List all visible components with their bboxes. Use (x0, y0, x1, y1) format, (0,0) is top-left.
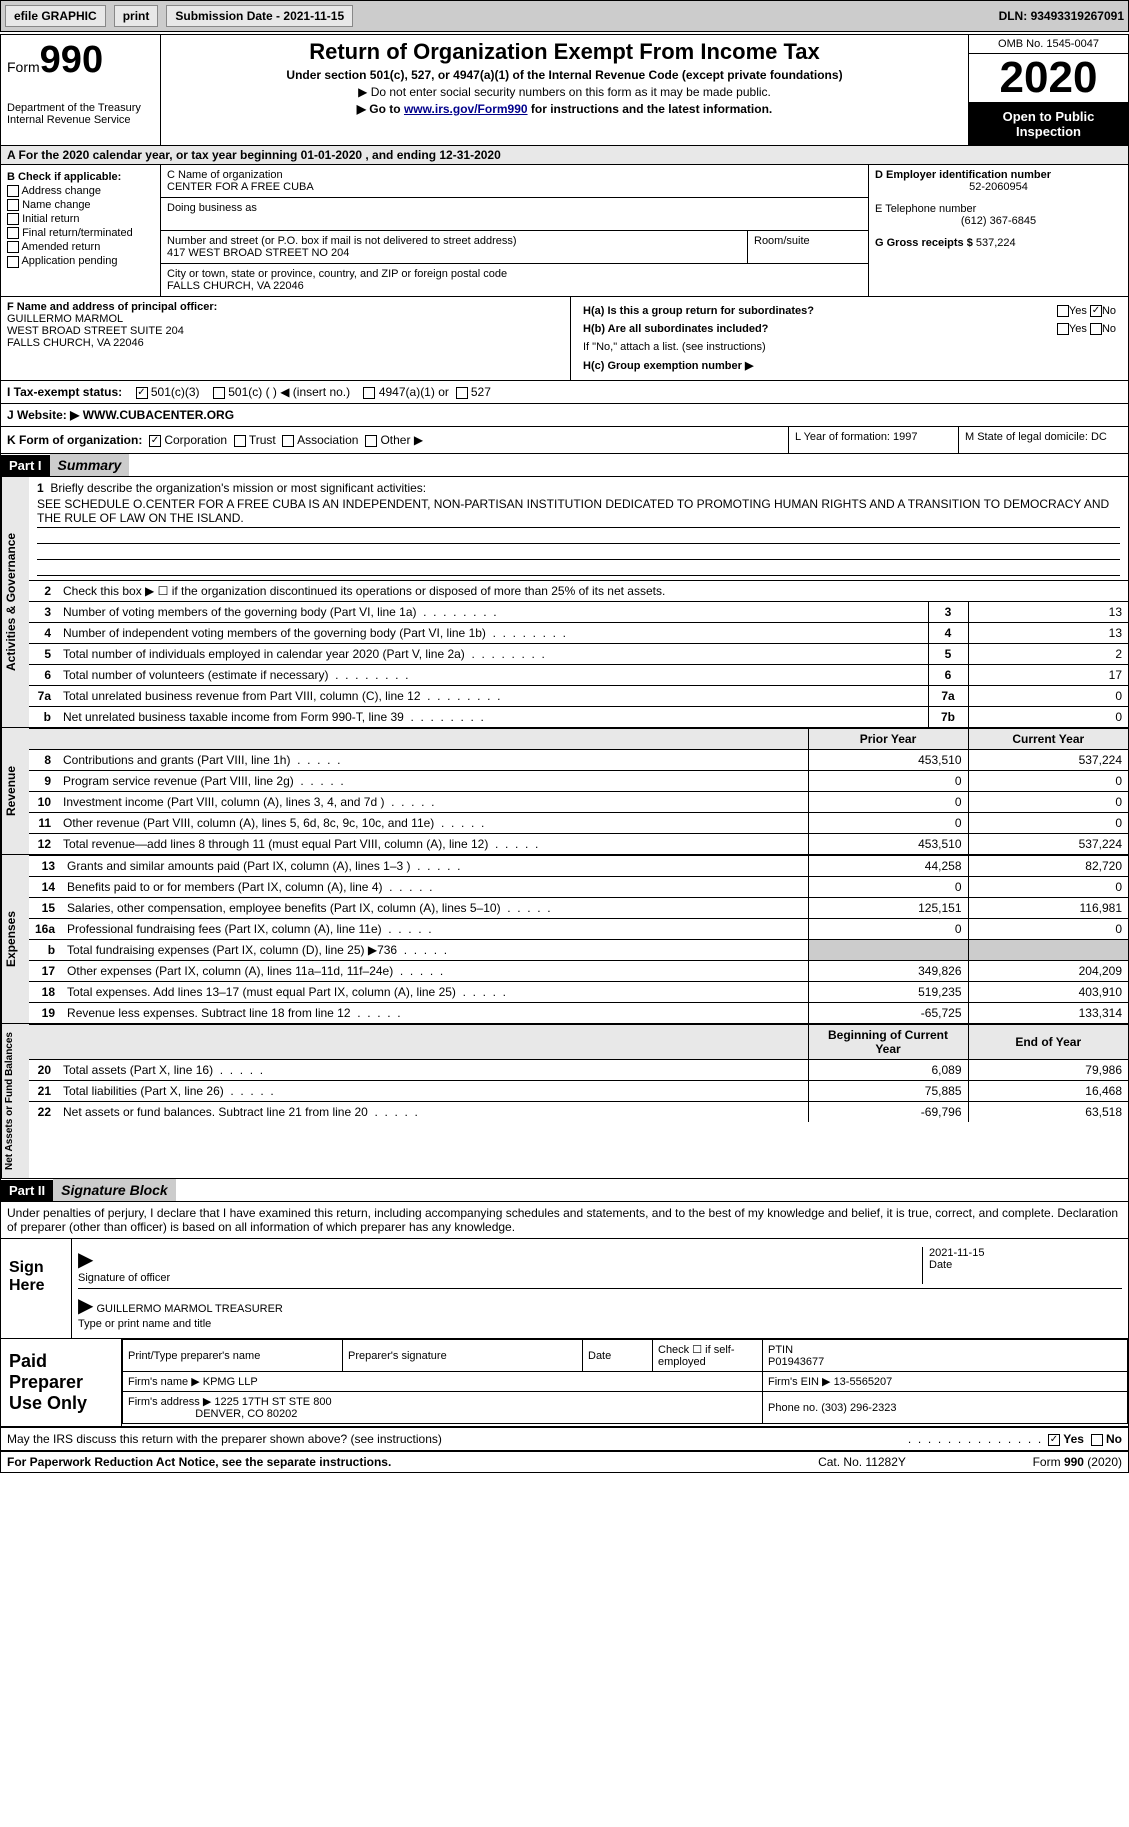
section-bcd: B Check if applicable: Address change Na… (1, 165, 1128, 297)
state-domicile: M State of legal domicile: DC (958, 427, 1128, 453)
name-change-checkbox[interactable] (7, 199, 19, 211)
print-button[interactable]: print (114, 5, 159, 27)
mission-text: SEE SCHEDULE O.CENTER FOR A FREE CUBA IS… (37, 495, 1120, 528)
501c3-checkbox[interactable] (136, 387, 148, 399)
firm-phone: (303) 296-2323 (821, 1402, 896, 1414)
form-of-org-row: K Form of organization: Corporation Trus… (1, 427, 1128, 454)
efile-button[interactable]: efile GRAPHIC (5, 5, 106, 27)
open-inspection: Open to Public Inspection (969, 103, 1128, 145)
ptin: P01943677 (768, 1356, 824, 1368)
org-name: CENTER FOR A FREE CUBA (167, 181, 862, 193)
subtitle-1: Under section 501(c), 527, or 4947(a)(1)… (169, 68, 960, 82)
firm-name: KPMG LLP (203, 1376, 258, 1388)
section-c: C Name of organizationCENTER FOR A FREE … (161, 165, 868, 296)
form-container: Form990 Department of the Treasury Inter… (0, 34, 1129, 1473)
discuss-row: May the IRS discuss this return with the… (1, 1428, 1128, 1452)
governance-section: Activities & Governance 1 Briefly descri… (1, 477, 1128, 728)
part2-header: Part IISignature Block (1, 1179, 1128, 1202)
subtitle-2: ▶ Do not enter social security numbers o… (169, 85, 960, 99)
amended-checkbox[interactable] (7, 241, 19, 253)
officer-name-title: GUILLERMO MARMOL TREASURER (96, 1303, 282, 1315)
section-fh: F Name and address of principal officer:… (1, 297, 1128, 381)
signature-intro: Under penalties of perjury, I declare th… (1, 1202, 1128, 1239)
corporation-checkbox[interactable] (149, 435, 161, 447)
form-footer: Form 990 (2020) (962, 1455, 1122, 1469)
ein: 52-2060954 (875, 181, 1122, 193)
telephone: (612) 367-6845 (875, 215, 1122, 227)
officer-name: GUILLERMO MARMOL (7, 313, 123, 325)
website-row: J Website: ▶ WWW.CUBACENTER.ORG (1, 404, 1128, 427)
paid-preparer-block: Paid Preparer Use Only Print/Type prepar… (1, 1339, 1128, 1428)
discuss-yes-checkbox[interactable] (1048, 1434, 1060, 1446)
topbar: efile GRAPHIC print Submission Date - 20… (0, 0, 1129, 32)
irs-link[interactable]: www.irs.gov/Form990 (404, 102, 528, 116)
sign-here-block: Sign Here ▶Signature of officer 2021-11-… (1, 1239, 1128, 1339)
tax-exempt-status: I Tax-exempt status: 501(c)(3) 501(c) ( … (1, 381, 1128, 404)
gross-receipts: 537,224 (976, 237, 1016, 249)
firm-ein: 13-5565207 (834, 1376, 893, 1388)
app-pending-checkbox[interactable] (7, 256, 19, 268)
year-formation: L Year of formation: 1997 (788, 427, 958, 453)
form-title: Return of Organization Exempt From Incom… (169, 39, 960, 65)
group-return-no-checkbox[interactable] (1090, 305, 1102, 317)
omb-number: OMB No. 1545-0047 (969, 35, 1128, 54)
tax-year: 2020 (969, 54, 1128, 103)
dept-label: Department of the Treasury Internal Reve… (7, 102, 154, 126)
sig-date: 2021-11-15 (929, 1247, 984, 1259)
final-return-checkbox[interactable] (7, 227, 19, 239)
form-number: Form990 (7, 39, 154, 82)
net-assets-section: Net Assets or Fund Balances Beginning of… (1, 1024, 1128, 1179)
subtitle-3: ▶ Go to www.irs.gov/Form990 for instruct… (169, 102, 960, 116)
city-state-zip: FALLS CHURCH, VA 22046 (167, 280, 862, 292)
section-d: D Employer identification number52-20609… (868, 165, 1128, 296)
initial-return-checkbox[interactable] (7, 213, 19, 225)
dln: DLN: 93493319267091 (999, 9, 1124, 23)
revenue-section: Revenue Prior YearCurrent Year 8Contribu… (1, 728, 1128, 855)
street-address: 417 WEST BROAD STREET NO 204 (167, 247, 741, 259)
footer: For Paperwork Reduction Act Notice, see … (1, 1452, 1128, 1472)
part1-header: Part ISummary (1, 454, 1128, 477)
submission-date: Submission Date - 2021-11-15 (166, 5, 353, 27)
firm-address: 1225 17TH ST STE 800 (214, 1396, 331, 1408)
row-a-tax-year: A For the 2020 calendar year, or tax yea… (1, 146, 1128, 165)
form-header: Form990 Department of the Treasury Inter… (1, 35, 1128, 146)
website-url: WWW.CUBACENTER.ORG (83, 408, 234, 422)
expenses-section: Expenses 13Grants and similar amounts pa… (1, 855, 1128, 1024)
addr-change-checkbox[interactable] (7, 185, 19, 197)
section-b: B Check if applicable: Address change Na… (1, 165, 161, 296)
